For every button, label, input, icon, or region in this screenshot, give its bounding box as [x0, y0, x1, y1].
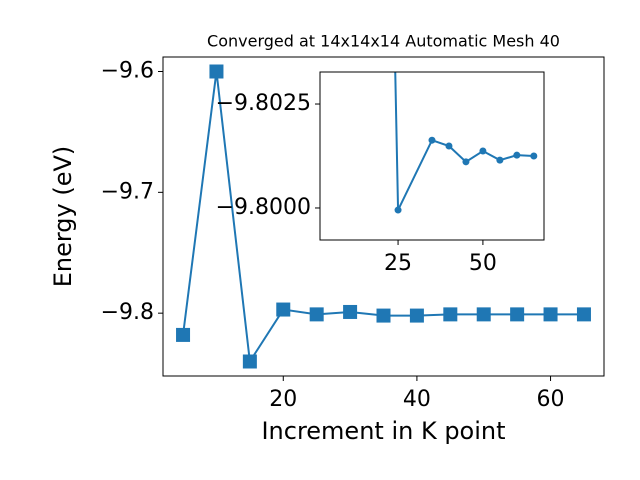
- marker: [343, 304, 358, 319]
- marker: [476, 307, 491, 322]
- marker: [209, 64, 224, 79]
- y-tick-label: −9.7: [101, 179, 154, 204]
- marker: [543, 307, 558, 322]
- marker: [309, 307, 324, 322]
- x-tick-label: 50: [469, 251, 497, 276]
- marker: [276, 302, 291, 317]
- y-axis-label: Energy (eV): [49, 146, 77, 288]
- marker: [445, 142, 453, 150]
- x-tick-label: 25: [384, 251, 412, 276]
- x-tick-label: 20: [269, 387, 297, 412]
- marker: [576, 307, 591, 322]
- marker: [530, 152, 538, 160]
- y-tick-label: −9.6: [101, 59, 154, 84]
- marker: [510, 307, 525, 322]
- marker: [376, 308, 391, 323]
- plot-area: [320, 72, 544, 240]
- axes-frame: [162, 56, 605, 377]
- plot-layer: [176, 64, 591, 369]
- marker: [242, 354, 257, 369]
- chart-title: Converged at 14x14x14 Automatic Mesh 40: [207, 32, 560, 51]
- y-tick-label: −9.8: [101, 300, 154, 325]
- axes-frame: [319, 71, 545, 241]
- marker: [443, 307, 458, 322]
- marker: [394, 206, 402, 214]
- marker: [409, 308, 424, 323]
- marker: [513, 151, 521, 159]
- marker: [428, 136, 436, 144]
- marker: [462, 158, 470, 166]
- marker: [496, 156, 504, 164]
- y-tick-label: −9.8000: [216, 195, 311, 220]
- x-axis-label: Increment in K point: [261, 417, 505, 445]
- plot-layer: [394, 72, 538, 214]
- marker: [479, 147, 487, 155]
- y-tick-label: −9.8025: [216, 91, 311, 116]
- x-tick-label: 60: [537, 387, 565, 412]
- x-tick-label: 40: [403, 387, 431, 412]
- marker: [176, 327, 191, 342]
